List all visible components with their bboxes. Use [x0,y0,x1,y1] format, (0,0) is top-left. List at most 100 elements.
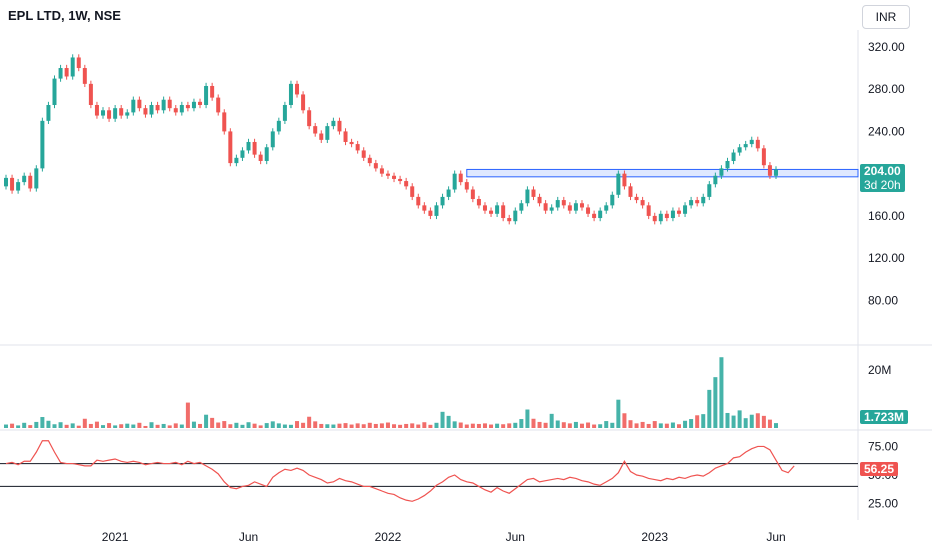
volume-bar [555,420,560,428]
candle-body [40,120,45,169]
volume-bar [646,423,651,428]
candle-body [664,213,669,219]
candle-body [458,173,463,183]
candle-body [755,139,760,149]
volume-bar [422,422,427,428]
price-tick-label: 320.00 [868,40,905,54]
volume-bar [392,424,397,428]
time-tick-label: Jun [239,530,258,544]
candle-body [489,210,494,214]
candle-body [598,210,603,219]
volume-bar [683,420,688,428]
candle-body [476,199,481,206]
candle-body [410,186,415,197]
resistance-zone-box [466,168,859,178]
volume-bar [622,413,627,428]
volume-bar [537,421,542,428]
volume-bar [34,421,39,428]
candle-body [58,68,63,79]
candle-body [719,168,724,176]
volume-bar [52,424,57,428]
volume-bar [367,422,372,428]
price-tick-label: 120.00 [868,251,905,265]
volume-bar [385,422,390,428]
volume-bar [58,422,63,428]
volume-bar [604,421,609,428]
candle-body [519,203,524,211]
candle-body [52,78,57,105]
volume-bar [513,422,518,428]
volume-bar [428,424,433,428]
candle-body [337,120,342,132]
candle-body [573,203,578,211]
volume-bar [64,424,69,428]
candle-body [398,178,403,182]
candle-body [676,210,681,214]
volume-bar [313,421,318,428]
volume-bar [198,423,203,428]
volume-bar [592,424,597,428]
volume-bar [761,415,766,428]
resistance-zone[interactable] [466,168,859,178]
time-tick-label: Jun [766,530,785,544]
candle-body [137,99,142,109]
currency-selector[interactable]: INR [862,5,910,29]
candle-body [125,112,130,116]
volume-bar [264,423,269,428]
candle-body [440,196,445,206]
candle-body [173,108,178,113]
volume-bar [101,425,106,428]
candle-body [622,173,627,187]
time-axis[interactable]: 2021 Jun 2022 Jun 2023 Jun [102,530,786,544]
candle-body [385,173,390,176]
volume-bar [713,377,718,428]
candle-body [198,101,203,105]
candle-body [94,105,99,116]
candle-body [501,205,506,219]
candle-body [191,101,196,109]
volume-bar [295,421,300,428]
candle-body [422,205,427,211]
candle-body [646,205,651,216]
volume-bar [598,424,603,428]
candle-body [22,175,27,183]
candle-body [658,213,663,222]
time-tick-label: 2021 [102,530,129,544]
volume-bar [446,415,451,428]
price-tick-label: 240.00 [868,124,905,138]
candle-body [16,182,21,191]
volume-bar [240,424,245,428]
volume-bar [652,421,657,428]
candle-body [725,160,730,169]
candle-body [713,175,718,185]
candle-body [246,141,251,151]
candle-body [343,131,348,142]
candle-body [355,144,360,151]
candle-body [464,182,469,190]
volume-bar [258,425,263,428]
candle-body [707,184,712,197]
candle-body [258,154,263,161]
volume-bar [28,425,33,428]
candle-body [234,157,239,164]
candle-body [264,147,269,161]
volume-bar [676,424,681,428]
candle-body [761,148,766,166]
volume-bar [222,421,227,428]
candle-body [88,83,93,105]
volume-bar [137,422,142,428]
volume-bar [767,419,772,428]
volume-bar [482,423,487,428]
candle-body [640,200,645,206]
candle-body [482,205,487,211]
volume-bar [113,425,118,428]
candle-body [155,105,160,111]
volume-bar [373,423,378,428]
volume-bar [404,423,409,428]
candle-body [555,200,560,208]
volume-bar [707,389,712,428]
volume-bar [40,417,45,428]
volume-bar [319,423,324,428]
candle-body [210,85,215,98]
